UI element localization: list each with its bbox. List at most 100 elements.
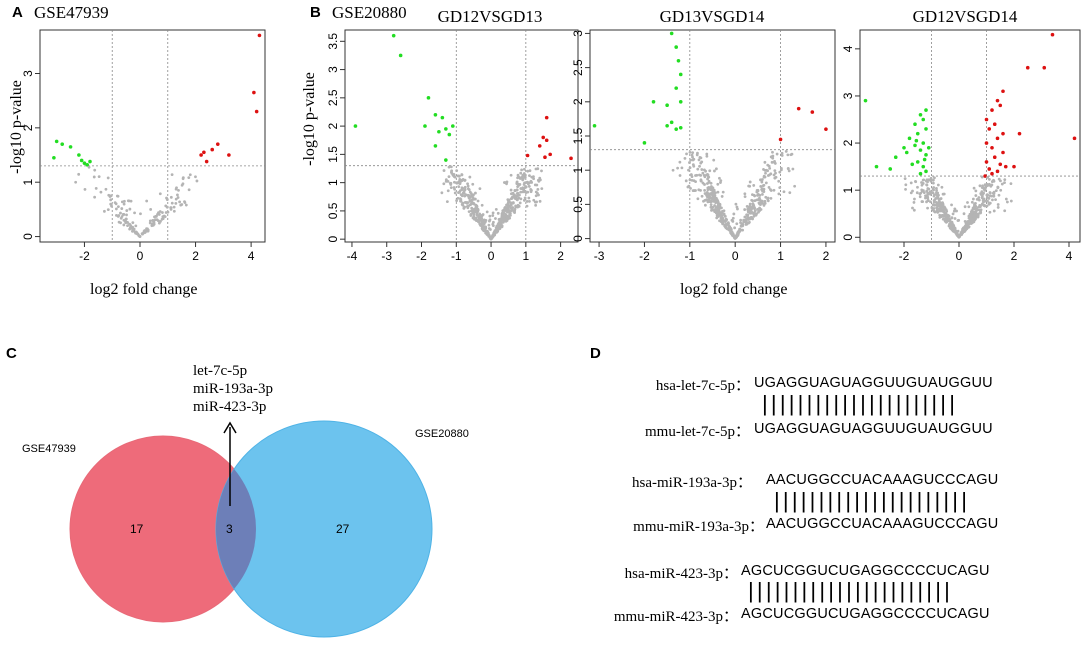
point-downregulated	[391, 33, 396, 38]
point-not-significant	[169, 195, 173, 199]
point-not-significant	[999, 188, 1003, 192]
human-label-3: hsa-miR-423-3p：	[624, 566, 738, 582]
point-not-significant	[457, 179, 461, 183]
point-downregulated	[922, 157, 927, 162]
point-not-significant	[935, 187, 938, 190]
point-not-significant	[475, 213, 479, 217]
point-downregulated	[82, 161, 87, 165]
point-upregulated	[1072, 136, 1077, 141]
point-not-significant	[970, 218, 973, 222]
point-not-significant	[498, 221, 501, 225]
point-not-significant	[780, 151, 784, 155]
point-not-significant	[730, 231, 734, 235]
point-not-significant	[766, 169, 770, 173]
point-not-significant	[446, 189, 450, 193]
point-not-significant	[743, 208, 747, 211]
point-not-significant	[455, 169, 459, 173]
point-not-significant	[460, 203, 464, 206]
point-downregulated	[915, 160, 920, 164]
point-not-significant	[463, 188, 467, 191]
point-not-significant	[508, 216, 512, 220]
point-not-significant	[503, 205, 507, 209]
point-not-significant	[760, 201, 764, 205]
point-not-significant	[727, 222, 730, 226]
point-not-significant	[753, 199, 757, 203]
point-not-significant	[766, 174, 770, 177]
point-not-significant	[177, 188, 180, 192]
point-not-significant	[714, 206, 718, 209]
point-not-significant	[970, 209, 974, 213]
x-tick-label: 2	[823, 249, 830, 263]
point-downregulated	[907, 136, 912, 141]
point-not-significant	[748, 180, 752, 184]
point-downregulated	[353, 124, 358, 128]
point-upregulated	[796, 106, 801, 111]
mouse-label-2: mmu-miR-193a-3p：	[633, 519, 764, 535]
point-not-significant	[183, 200, 186, 204]
point-not-significant	[482, 222, 486, 226]
point-not-significant	[508, 204, 512, 208]
point-not-significant	[440, 191, 444, 195]
point-not-significant	[987, 196, 991, 200]
point-not-significant	[720, 214, 724, 217]
point-not-significant	[494, 207, 498, 211]
x-axis-label-a: log2 fold change	[90, 281, 198, 298]
point-not-significant	[170, 173, 174, 176]
point-not-significant	[520, 168, 523, 172]
point-not-significant	[181, 177, 185, 181]
point-not-significant	[472, 208, 476, 211]
point-not-significant	[161, 211, 164, 214]
point-not-significant	[714, 167, 718, 171]
point-not-significant	[752, 214, 756, 218]
point-downregulated	[904, 150, 909, 155]
point-not-significant	[997, 193, 1001, 197]
point-not-significant	[758, 209, 761, 212]
point-not-significant	[940, 185, 944, 189]
point-not-significant	[155, 218, 159, 222]
point-not-significant	[74, 180, 78, 184]
point-not-significant	[970, 214, 974, 218]
point-not-significant	[496, 211, 500, 215]
point-not-significant	[169, 206, 173, 210]
point-not-significant	[976, 208, 979, 212]
point-upregulated	[998, 162, 1003, 167]
point-not-significant	[482, 229, 486, 233]
point-not-significant	[117, 214, 121, 217]
point-not-significant	[956, 219, 960, 222]
point-not-significant	[685, 152, 688, 156]
point-not-significant	[450, 171, 454, 175]
plot-title: GD12VSGD13	[438, 7, 543, 26]
point-not-significant	[925, 183, 929, 187]
point-upregulated	[544, 138, 549, 143]
point-not-significant	[119, 211, 122, 215]
point-not-significant	[954, 209, 957, 213]
point-not-significant	[116, 205, 120, 209]
point-not-significant	[515, 182, 519, 186]
point-not-significant	[453, 191, 457, 195]
point-not-significant	[715, 211, 719, 214]
point-not-significant	[473, 197, 477, 201]
point-downregulated	[669, 31, 674, 36]
point-downregulated	[77, 153, 81, 157]
point-upregulated	[992, 155, 997, 159]
point-not-significant	[904, 183, 908, 187]
point-not-significant	[93, 195, 97, 199]
point-not-significant	[480, 224, 484, 228]
point-upregulated	[204, 159, 209, 164]
x-tick-label: -1	[684, 249, 695, 263]
point-not-significant	[971, 197, 975, 201]
point-not-significant	[498, 227, 502, 230]
y-tick-label: 1.5	[326, 146, 340, 163]
point-not-significant	[109, 203, 113, 206]
y-tick-label: 2	[571, 98, 585, 105]
point-not-significant	[525, 200, 529, 203]
y-tick-label: 1	[21, 179, 35, 186]
point-not-significant	[445, 200, 449, 204]
point-not-significant	[125, 209, 129, 212]
point-downregulated	[440, 115, 445, 120]
point-not-significant	[107, 193, 111, 197]
point-downregulated	[665, 123, 669, 128]
y-tick-label: 1	[326, 179, 340, 186]
point-not-significant	[933, 210, 937, 214]
point-not-significant	[731, 219, 735, 223]
